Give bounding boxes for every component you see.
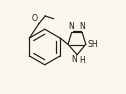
Text: H: H (79, 56, 85, 65)
Text: SH: SH (87, 40, 98, 49)
Text: N: N (80, 22, 85, 31)
Text: O: O (32, 14, 38, 23)
Text: N: N (68, 22, 74, 31)
Text: N: N (71, 55, 77, 64)
